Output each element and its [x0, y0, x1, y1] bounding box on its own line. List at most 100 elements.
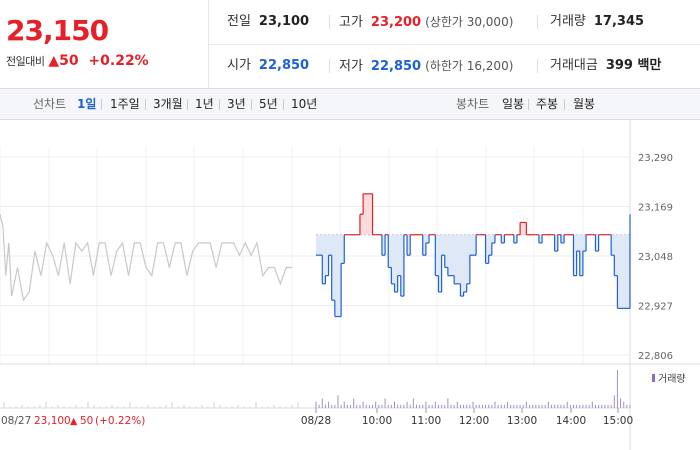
tab-5year[interactable]: 5년 [259, 97, 278, 111]
line-chart-label: 선차트 [33, 97, 67, 111]
y-tick-label: 23,169 [638, 203, 673, 214]
area-below-baseline [573, 234, 577, 276]
change-row: 전일대비 ▲50 +0.22% [6, 53, 149, 69]
high-label: 고가 [339, 15, 363, 30]
divider [251, 99, 252, 110]
stats-row-1: 전일 23,100 고가 23,200 (상한가 30,000) 거래량 17,345 [209, 0, 700, 45]
area-below-baseline [466, 234, 471, 284]
area-below-baseline [617, 234, 621, 309]
divider [219, 99, 220, 110]
divider [145, 99, 146, 110]
x-tick-label: 14:00 [556, 415, 586, 427]
tab-3year[interactable]: 3년 [227, 97, 246, 111]
tab-monthly-candle[interactable]: 월봉 [573, 97, 596, 111]
x-tick-label: 10:00 [362, 415, 392, 427]
area-below-baseline [394, 234, 398, 292]
area-below-baseline [381, 234, 386, 256]
x-tick-label: 08/28 [301, 415, 331, 427]
area-below-baseline [316, 234, 320, 256]
prev-day-date-label: 08/27 [1, 415, 31, 427]
prev-close-cell: 전일 23,100 [227, 0, 309, 44]
change-value: 50 [59, 53, 79, 69]
tab-10year[interactable]: 10년 [291, 97, 318, 111]
area-below-baseline [447, 234, 452, 276]
y-tick-label: 22,806 [638, 351, 673, 362]
area-below-baseline [407, 234, 411, 256]
area-below-baseline [463, 234, 468, 292]
low-label: 저가 [339, 59, 363, 74]
price-box: 23,150 전일대비 ▲50 +0.22% [0, 0, 209, 88]
area-below-baseline [460, 234, 464, 297]
x-tick-label: 13:00 [507, 415, 537, 427]
tab-3month[interactable]: 3개월 [153, 97, 183, 111]
lower-limit: (하한가 16,200) [425, 59, 514, 73]
open-label: 시가 [227, 58, 251, 73]
tab-1day[interactable]: 1일 [77, 97, 97, 111]
area-below-baseline [595, 234, 599, 252]
low-value: 22,850 [370, 59, 422, 74]
area-below-baseline [469, 234, 474, 256]
intraday-price-chart[interactable]: 23,290 23,169 23,048 22,927 22,806 거래량 08/27 23… [0, 120, 700, 450]
prev-close-value: 23,100 [258, 14, 310, 29]
high-cell: 고가 23,200 (상한가 30,000) [339, 0, 513, 44]
area-below-baseline [438, 234, 442, 292]
divider [564, 99, 565, 110]
divider [187, 99, 188, 110]
tab-1week[interactable]: 1주일 [110, 97, 140, 111]
area-below-baseline [422, 234, 427, 256]
up-arrow-icon: ▲ [48, 53, 60, 69]
area-below-baseline [576, 234, 581, 252]
divider [528, 99, 529, 110]
area-below-baseline [582, 234, 587, 252]
prev-day-change: 50 [80, 415, 93, 427]
y-tick-label: 23,290 [638, 153, 673, 164]
change-label: 전일대비 [6, 55, 45, 68]
area-above-baseline [369, 193, 373, 235]
area-below-baseline [451, 234, 455, 276]
area-below-baseline [620, 234, 625, 309]
trade-value-cell: 거래대금 399 백만 [550, 44, 661, 88]
divider [329, 15, 330, 29]
volume-label: 거래량 [550, 14, 586, 29]
area-above-baseline [363, 193, 367, 235]
tab-daily-candle[interactable]: 일봉 [502, 97, 525, 111]
prev-day-line [0, 214, 292, 302]
low-cell: 저가 22,850 (하한가 16,200) [339, 44, 513, 88]
change-percent: +0.22% [88, 53, 149, 69]
upper-limit: (상한가 30,000) [425, 15, 514, 29]
y-tick-label: 23,048 [638, 252, 673, 263]
area-below-baseline [341, 234, 345, 264]
area-below-baseline [560, 234, 565, 243]
x-tick-label: 11:00 [411, 415, 441, 427]
area-below-baseline [425, 234, 430, 243]
high-value: 23,200 [370, 15, 422, 30]
area-below-baseline [397, 234, 402, 276]
volume-legend-label: 거래량 [658, 373, 686, 385]
area-above-baseline [520, 222, 524, 235]
prev-close-label: 전일 [227, 14, 251, 29]
area-below-baseline [538, 234, 543, 243]
trade-value-label: 거래대금 [550, 58, 598, 73]
area-below-baseline [488, 234, 493, 256]
area-below-baseline [623, 234, 628, 309]
area-below-baseline [328, 234, 332, 256]
area-below-baseline [457, 234, 461, 284]
open-cell: 시가 22,850 [227, 44, 309, 88]
tab-1year[interactable]: 1년 [195, 97, 214, 111]
tab-weekly-candle[interactable]: 주봉 [536, 97, 559, 111]
area-below-baseline [331, 234, 336, 301]
area-below-baseline [435, 234, 439, 276]
area-below-baseline [501, 234, 505, 243]
area-below-baseline [391, 234, 395, 284]
area-below-baseline [473, 234, 477, 256]
area-below-baseline [319, 234, 323, 256]
area-below-baseline [337, 234, 342, 317]
area-below-baseline [334, 234, 339, 317]
stats-row-2: 시가 22,850 저가 22,850 (하한가 16,200) 거래대금 399 백만 [209, 44, 700, 88]
area-below-baseline [388, 234, 392, 268]
area-below-baseline [491, 234, 496, 243]
volume-legend-swatch [652, 374, 655, 382]
y-tick-label: 22,927 [638, 302, 673, 313]
area-below-baseline [554, 234, 559, 252]
divider [329, 59, 330, 73]
